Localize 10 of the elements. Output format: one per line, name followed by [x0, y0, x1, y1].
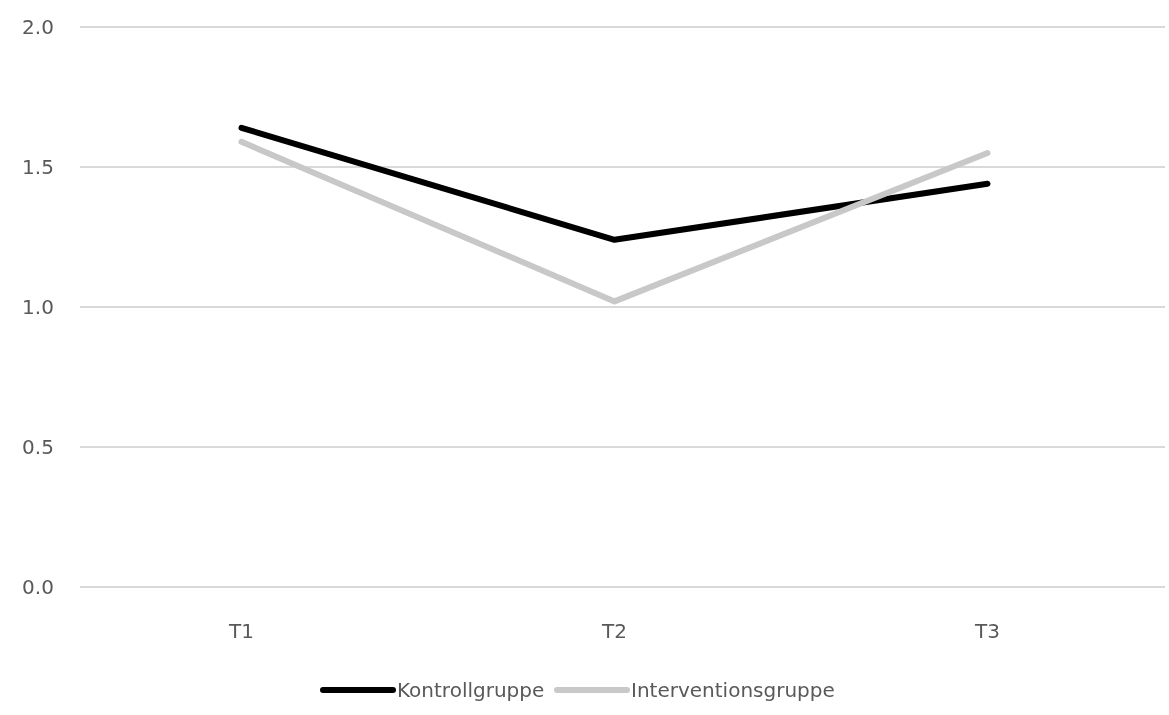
y-tick-label: 1.0: [22, 295, 54, 319]
y-tick-label: 0.5: [22, 435, 54, 459]
y-tick-label: 0.0: [22, 575, 54, 599]
legend-label: Interventionsgruppe: [631, 678, 835, 702]
y-tick-label: 2.0: [22, 15, 54, 39]
x-tick-label: T3: [974, 619, 1000, 643]
legend-label: Kontrollgruppe: [397, 678, 545, 702]
x-tick-label: T1: [228, 619, 254, 643]
x-tick-label: T2: [601, 619, 627, 643]
y-tick-label: 1.5: [22, 155, 54, 179]
